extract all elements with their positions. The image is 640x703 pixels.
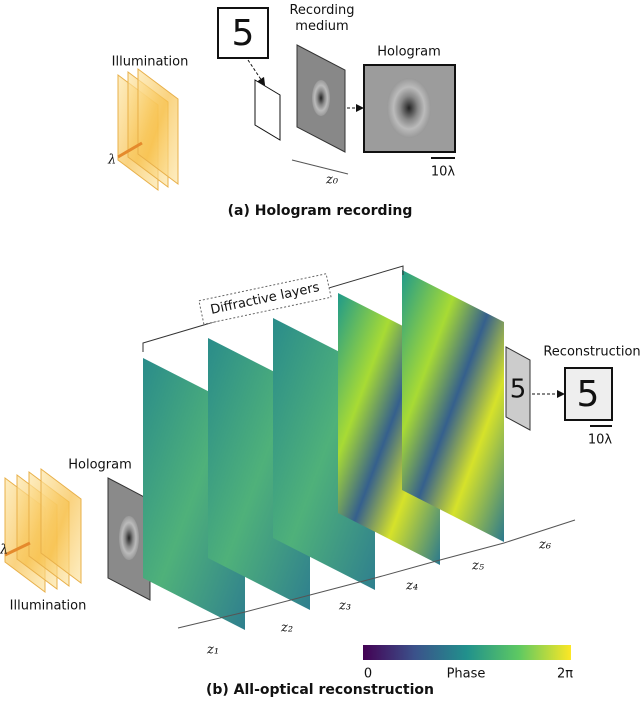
distance-label: z₁ <box>206 643 219 658</box>
object-plane <box>254 79 281 141</box>
distance-axis <box>177 519 576 629</box>
distance-label: z₅ <box>471 559 485 574</box>
hologram-label: Hologram <box>68 458 132 473</box>
output-plane <box>505 346 531 431</box>
digit-icon: 5 <box>510 375 527 405</box>
scale-label: 10λ <box>588 433 613 448</box>
colorbar <box>363 645 571 660</box>
reconstruction-label: Reconstruction <box>543 345 640 360</box>
hologram-pattern <box>119 516 139 560</box>
distance-label: z₀ <box>325 173 339 188</box>
colorbar-label: Phase <box>447 667 486 682</box>
caption: (b) All-optical reconstruction <box>206 682 434 698</box>
illumination-label: Illumination <box>10 599 87 614</box>
scale-label: 10λ <box>431 165 456 180</box>
label-box <box>198 273 332 325</box>
caption: (a) Hologram recording <box>228 203 413 219</box>
illumination-label: Illumination <box>112 55 189 70</box>
light-arrow <box>117 141 143 159</box>
digit-icon: 5 <box>232 13 255 54</box>
wavelength: λ <box>0 543 8 558</box>
diffractive-layers <box>143 270 504 630</box>
distance-label: z₆ <box>538 538 551 553</box>
distance-label: z₂ <box>280 621 293 636</box>
digit-input <box>217 7 269 59</box>
hologram-pattern <box>312 80 330 116</box>
reconstruction-image <box>564 367 613 421</box>
distance-label: z₃ <box>338 599 351 614</box>
hologram-pattern <box>387 78 431 138</box>
light-arrow <box>4 541 31 557</box>
distance-label: z₄ <box>405 579 418 594</box>
colorbar-max: 2π <box>557 667 573 682</box>
recording-label: Recording medium <box>289 3 354 34</box>
wavelength: λ <box>107 153 116 168</box>
distance-line <box>291 159 349 175</box>
colorbar-min: 0 <box>364 667 372 682</box>
illumination-b <box>4 468 82 593</box>
digit-icon: 5 <box>577 374 600 415</box>
hologram-label: Hologram <box>377 45 441 60</box>
illumination-a <box>117 68 179 191</box>
